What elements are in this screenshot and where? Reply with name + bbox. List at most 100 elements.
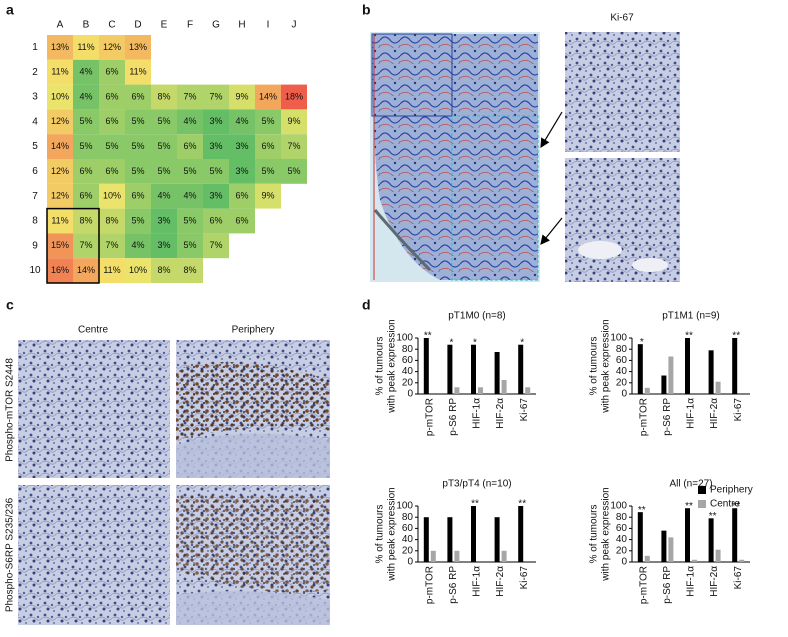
x-tick-label: p-mTOR [638,566,649,604]
heatmap-cell [151,134,177,159]
heatmap-cell [151,258,177,283]
heatmap-cell [255,84,281,110]
x-tick-label: Ki-67 [519,398,530,422]
column-label: E [161,20,168,31]
x-tick-label: p-S6 RP [448,566,459,604]
cell-label: 4% [79,91,92,101]
cell-label: 5% [79,116,92,126]
heatmap-cell [151,183,177,209]
cell-label: 5% [131,141,144,151]
cell-label: 6% [209,215,222,225]
cell-label: 8% [79,215,92,225]
x-tick-label: p-S6 RP [662,566,673,604]
heatmap-cell [177,159,203,184]
x-tick-label: HIF-2α [495,566,506,597]
cell-label: 5% [157,141,170,151]
y-axis-label: % of tumours [589,505,600,564]
heatmap-cell [203,233,229,259]
cell-label: 5% [183,215,196,225]
bar [732,508,738,562]
heatmap-cell [125,109,151,135]
cell-label: 8% [183,265,196,275]
cell-label: 3% [157,215,170,225]
heatmap-cell [99,183,125,209]
cell-label: 6% [131,191,144,201]
significance: ** [638,505,646,516]
heatmap-cell [177,183,203,209]
bar [692,559,697,562]
bar [668,537,674,562]
column-label: Centre [78,325,108,336]
significance: * [640,337,644,348]
column-label: J [292,20,297,31]
y-tick-label: 0 [621,389,627,400]
micrograph [176,485,330,625]
cell-label: 4% [235,116,248,126]
cell-label: 9% [261,191,274,201]
bar [478,387,483,394]
column-label: C [108,20,115,31]
micrograph-detail [632,258,668,272]
cell-label: 6% [261,141,274,151]
heatmap-cell [73,59,99,85]
cell-label: 5% [79,141,92,151]
cell-label: 11% [51,67,68,77]
bar [668,356,674,394]
arrow [540,111,563,149]
panel-label: a [6,2,14,18]
y-axis-label: with peak expression [387,319,398,413]
bar [685,338,690,394]
row-label: 5 [32,141,38,152]
cell-label: 5% [105,141,118,151]
cell-label: 11% [77,42,94,52]
x-tick-label: Ki-67 [733,566,744,590]
heatmap-cell [229,109,255,135]
cell-label: 4% [157,191,170,201]
heatmap-cell [99,109,125,135]
cell-label: 6% [105,67,118,77]
bar [644,387,650,394]
heatmap-cell [99,233,125,259]
significance: ** [732,331,740,342]
micrograph [565,32,680,152]
bar [661,375,667,394]
heatmap-cell [125,59,151,85]
cell-label: 6% [105,116,118,126]
y-tick-label: 100 [610,333,627,344]
significance: ** [732,501,740,512]
heatmap-cell [203,208,229,234]
heatmap-cell [177,208,203,234]
bar [637,344,643,394]
x-tick-label: HIF-1α [686,566,697,597]
cell-label: 3% [209,116,222,126]
cell-label: 7% [287,141,300,151]
cell-label: 8% [157,91,170,101]
bar [430,550,436,562]
cell-label: 11% [51,215,68,225]
x-tick-label: p-mTOR [638,398,649,436]
micrograph [176,340,330,478]
heatmap-cell [73,183,99,209]
heatmap-cell [99,258,125,283]
y-tick-label: 20 [616,377,628,388]
bar [685,508,690,562]
chart-title: pT1M0 (n=8) [448,311,506,322]
heatmap-cell [203,109,229,135]
y-tick-label: 80 [402,512,414,523]
heatmap-cell [99,208,125,234]
significance: * [520,337,524,348]
chart-title: All (n=27) [669,479,712,490]
heatmap-cell [229,134,255,159]
y-tick-label: 100 [396,333,413,344]
cell-label: 7% [79,240,92,250]
significance: ** [471,499,479,510]
y-tick-label: 100 [610,501,627,512]
heatmap-cell [99,159,125,184]
cell-label: 5% [131,116,144,126]
heatmap-cell [151,109,177,135]
row-label: 10 [29,265,41,276]
x-tick-label: p-mTOR [424,566,435,604]
cell-label: 7% [183,91,196,101]
heatmap-cell [125,84,151,110]
cell-label: 6% [183,141,196,151]
